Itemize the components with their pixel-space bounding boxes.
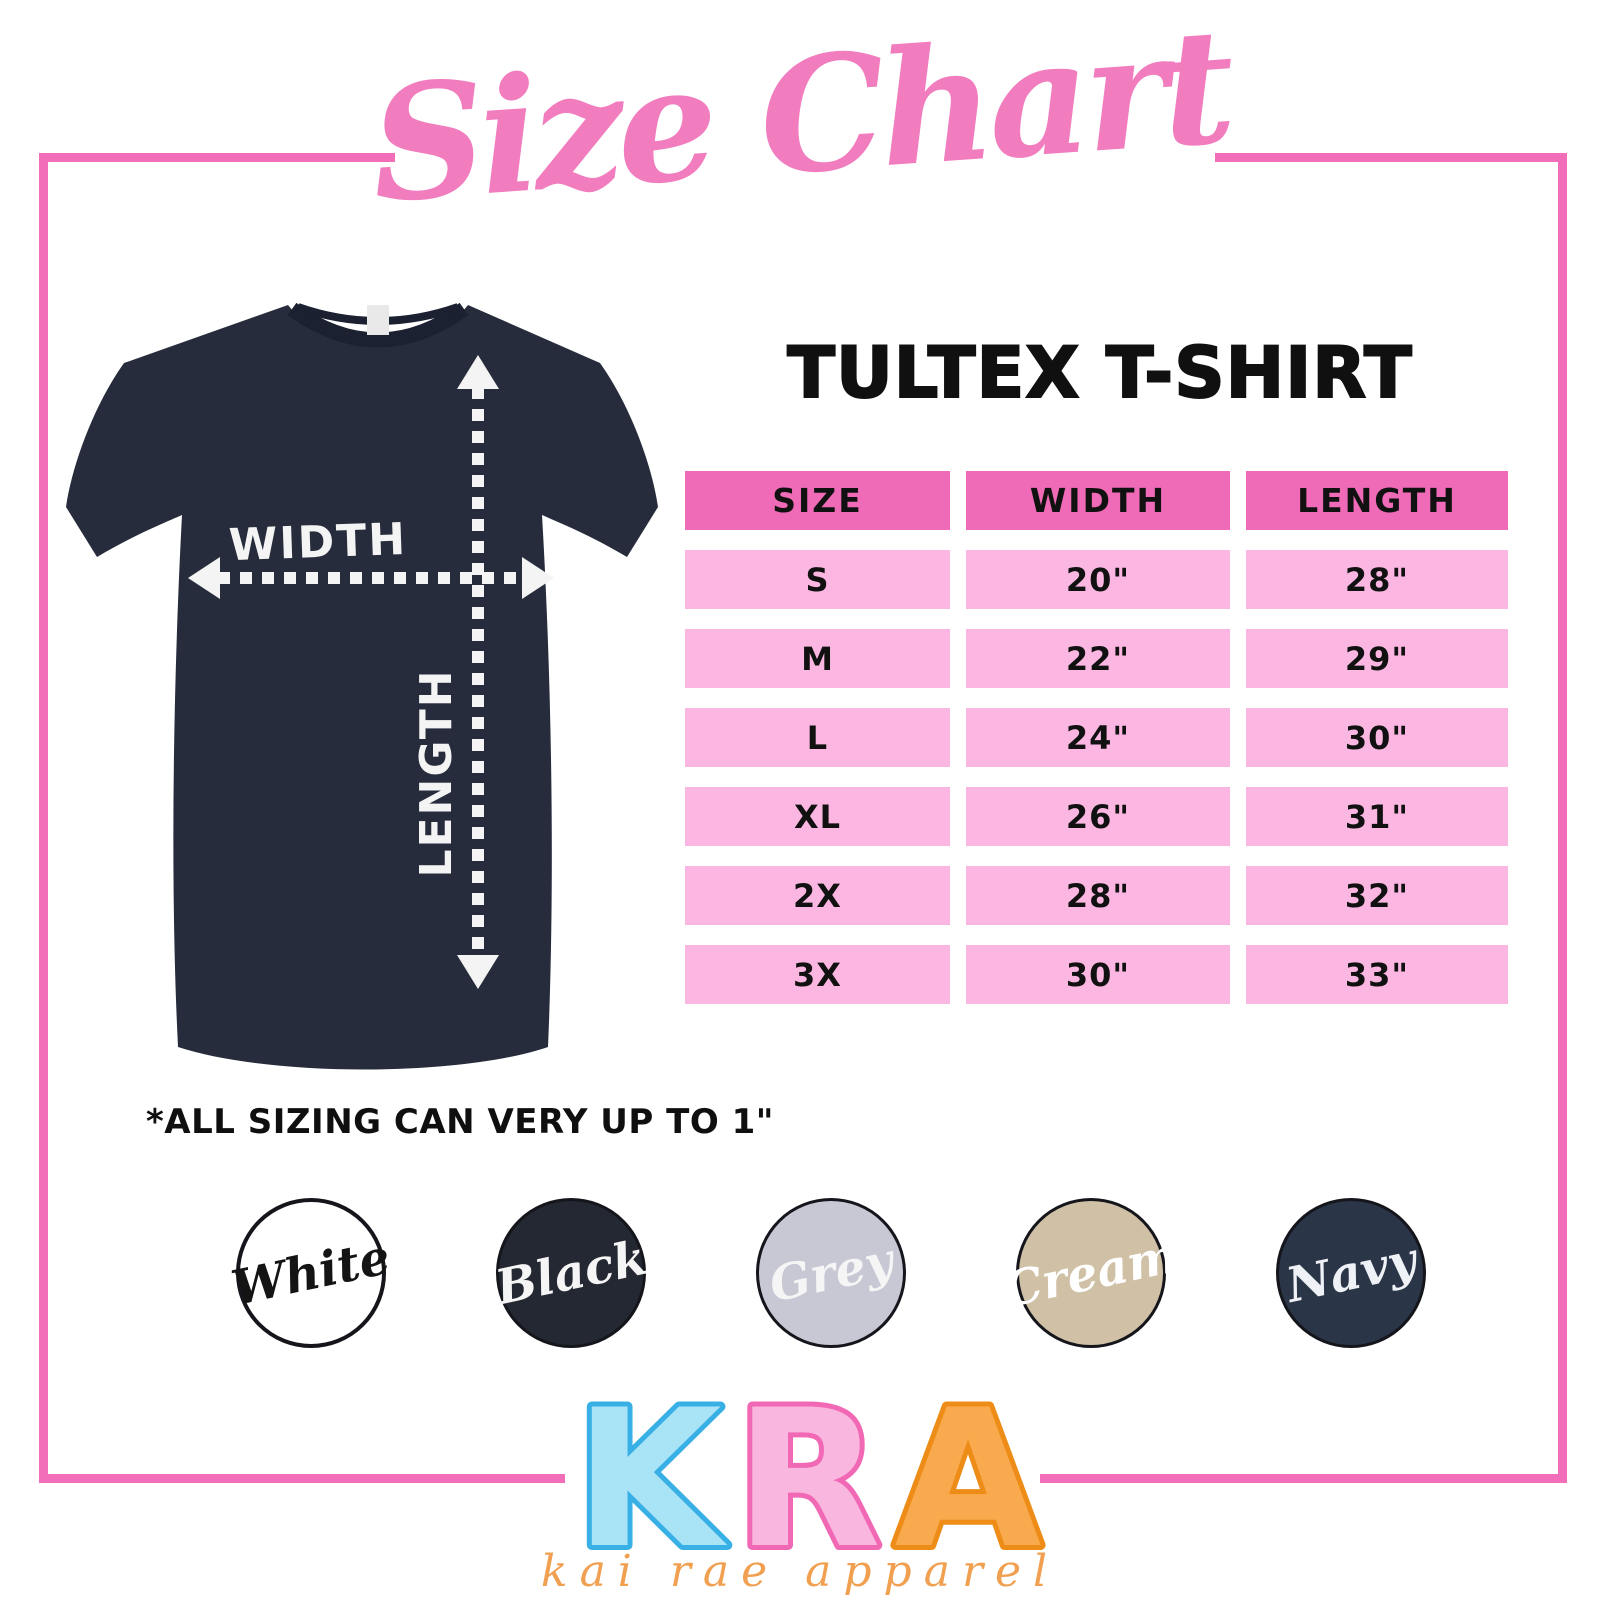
table-cell-size: S xyxy=(685,550,950,609)
table-cell-width: 24" xyxy=(966,708,1230,767)
color-swatch-white: White xyxy=(227,1198,395,1348)
swatch-label: Grey xyxy=(764,1232,898,1314)
brand-letter-r: R xyxy=(735,1385,881,1560)
tshirt-diagram: WIDTH LENGTH xyxy=(30,285,670,1095)
color-swatch-cream: Cream xyxy=(999,1198,1183,1348)
frame-border-top-left xyxy=(39,153,395,162)
product-title: TULTEX T-SHIRT xyxy=(786,331,1413,415)
table-cell-length: 31" xyxy=(1246,787,1508,846)
table-cell-length: 30" xyxy=(1246,708,1508,767)
table-cell-width: 20" xyxy=(966,550,1230,609)
page-title: Size Chart xyxy=(365,0,1235,239)
swatch-label: Cream xyxy=(999,1227,1183,1319)
table-cell-length: 29" xyxy=(1246,629,1508,688)
table-cell-width: 26" xyxy=(966,787,1230,846)
table-cell-length: 32" xyxy=(1246,866,1508,925)
brand-tagline: kai rae apparel xyxy=(540,1546,1060,1597)
length-arrow-bottom-head xyxy=(457,955,499,989)
table-cell-width: 30" xyxy=(966,945,1230,1004)
size-table-header-width: WIDTH xyxy=(966,471,1230,530)
brand-letter-a: A xyxy=(894,1385,1041,1560)
table-cell-length: 28" xyxy=(1246,550,1508,609)
frame-border-top-right xyxy=(1215,153,1567,162)
frame-border-bottom-right xyxy=(1040,1474,1567,1483)
width-label: WIDTH xyxy=(228,514,408,571)
tshirt-silhouette xyxy=(66,305,658,1070)
brand-logo: K R A xyxy=(569,1364,1050,1595)
length-arrow-top-head xyxy=(457,355,499,389)
tshirt-neck-tag xyxy=(367,305,389,335)
frame-border-left xyxy=(39,153,48,1483)
table-cell-size: L xyxy=(685,708,950,767)
table-cell-width: 22" xyxy=(966,629,1230,688)
brand-letter-k: K xyxy=(574,1385,727,1560)
table-cell-size: M xyxy=(685,629,950,688)
length-label: LENGTH xyxy=(411,668,462,877)
swatch-label: Black xyxy=(490,1229,652,1317)
sizing-disclaimer: *ALL SIZING CAN VERY UP TO 1" xyxy=(146,1102,774,1142)
color-swatch-black: Black xyxy=(491,1198,651,1348)
table-cell-size: XL xyxy=(685,787,950,846)
frame-border-right xyxy=(1558,153,1567,1483)
color-swatch-grey: Grey xyxy=(756,1198,906,1348)
swatch-label: Navy xyxy=(1281,1232,1421,1314)
table-cell-size: 3X xyxy=(685,945,950,1004)
size-table-header-length: LENGTH xyxy=(1246,471,1508,530)
width-arrow-right-head xyxy=(522,557,554,599)
table-cell-size: 2X xyxy=(685,866,950,925)
size-table: SIZE WIDTH LENGTH S 20" 28" M 22" 29" L … xyxy=(685,471,1508,1004)
width-arrow-left-head xyxy=(188,557,220,599)
table-cell-width: 28" xyxy=(966,866,1230,925)
size-table-header-size: SIZE xyxy=(685,471,950,530)
color-swatch-navy: Navy xyxy=(1276,1198,1426,1348)
table-cell-length: 33" xyxy=(1246,945,1508,1004)
tshirt-collar xyxy=(287,302,469,348)
swatch-label: White xyxy=(227,1229,395,1317)
frame-border-bottom-left xyxy=(39,1474,565,1483)
